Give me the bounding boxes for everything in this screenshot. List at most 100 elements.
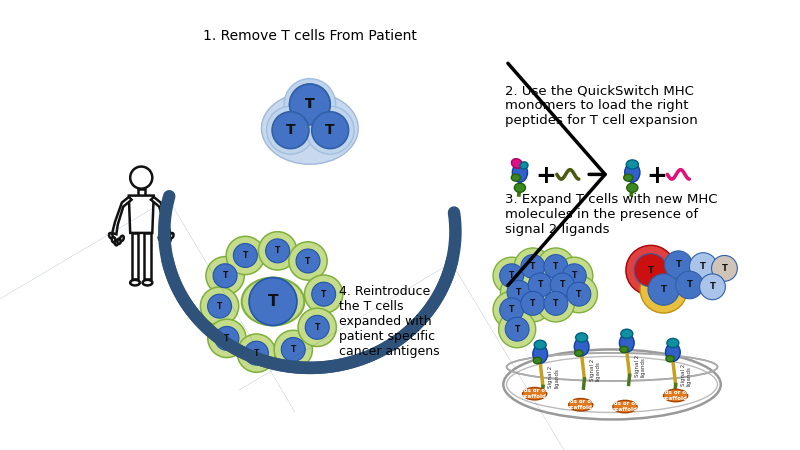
Circle shape — [521, 292, 545, 315]
Ellipse shape — [533, 345, 547, 363]
Text: T: T — [560, 280, 565, 289]
Circle shape — [296, 249, 320, 273]
Ellipse shape — [569, 399, 593, 411]
Text: T: T — [516, 288, 522, 297]
Ellipse shape — [619, 334, 634, 352]
Circle shape — [544, 255, 568, 279]
Circle shape — [567, 282, 591, 306]
Ellipse shape — [522, 387, 546, 400]
Circle shape — [266, 106, 314, 154]
Ellipse shape — [520, 162, 528, 169]
Circle shape — [521, 255, 545, 279]
Text: 2. Use the QuickSwitch MHC
monomers to load the right
peptides for T cell expans: 2. Use the QuickSwitch MHC monomers to l… — [505, 84, 698, 127]
Ellipse shape — [574, 350, 583, 356]
Circle shape — [289, 242, 327, 280]
Circle shape — [272, 112, 309, 148]
Ellipse shape — [262, 92, 358, 164]
Text: Beads or other
scaffold: Beads or other scaffold — [558, 399, 604, 410]
Text: T: T — [314, 323, 320, 332]
Text: T: T — [530, 299, 535, 308]
Ellipse shape — [158, 236, 162, 241]
Ellipse shape — [625, 163, 640, 182]
Text: T: T — [254, 349, 259, 358]
Circle shape — [282, 338, 306, 361]
Text: Signal 2
ligands: Signal 2 ligands — [549, 366, 559, 388]
Text: T: T — [268, 294, 278, 309]
Circle shape — [538, 248, 574, 285]
Circle shape — [213, 264, 237, 288]
Text: Beads or other
scaffold: Beads or other scaffold — [602, 401, 648, 412]
Text: T: T — [275, 246, 280, 255]
Ellipse shape — [624, 174, 633, 181]
Ellipse shape — [514, 183, 526, 192]
Ellipse shape — [109, 233, 113, 238]
Text: 4. Reintroduce
the T cells
expanded with
patient specific
cancer antigens: 4. Reintroduce the T cells expanded with… — [339, 285, 440, 358]
Ellipse shape — [626, 183, 638, 192]
Circle shape — [560, 275, 598, 313]
Circle shape — [284, 79, 336, 130]
Circle shape — [201, 287, 238, 325]
Ellipse shape — [167, 237, 170, 243]
Text: T: T — [305, 97, 314, 112]
Circle shape — [498, 310, 536, 348]
Circle shape — [130, 166, 152, 189]
Text: T: T — [224, 334, 230, 343]
Ellipse shape — [620, 346, 628, 353]
Text: T: T — [305, 97, 314, 112]
Text: T: T — [217, 302, 222, 310]
Circle shape — [290, 84, 330, 125]
Polygon shape — [131, 233, 138, 279]
Text: 3. Expand T cells with new MHC
molecules in the presence of
signal 2 ligands: 3. Expand T cells with new MHC molecules… — [505, 193, 718, 236]
Circle shape — [640, 266, 687, 313]
Circle shape — [544, 266, 581, 303]
Circle shape — [562, 264, 586, 288]
Text: T: T — [326, 123, 335, 137]
Circle shape — [208, 319, 246, 358]
Ellipse shape — [170, 233, 174, 238]
Circle shape — [207, 294, 231, 318]
Ellipse shape — [120, 236, 124, 241]
Circle shape — [676, 271, 703, 299]
Circle shape — [538, 285, 574, 322]
Text: T: T — [306, 256, 310, 266]
Circle shape — [690, 253, 717, 280]
Ellipse shape — [626, 160, 638, 169]
Text: T: T — [222, 271, 228, 280]
Circle shape — [249, 278, 297, 325]
Circle shape — [258, 232, 297, 270]
Ellipse shape — [162, 238, 165, 244]
Text: T: T — [648, 266, 654, 274]
Circle shape — [290, 84, 330, 125]
Circle shape — [626, 245, 676, 295]
Circle shape — [215, 326, 239, 351]
Ellipse shape — [534, 357, 542, 364]
Circle shape — [556, 257, 593, 294]
Text: Signal 2
ligands: Signal 2 ligands — [681, 364, 692, 387]
Text: Beads or other
scaffold: Beads or other scaffold — [512, 388, 558, 399]
Circle shape — [493, 291, 530, 328]
Circle shape — [665, 251, 692, 279]
Ellipse shape — [114, 240, 118, 245]
Circle shape — [501, 274, 538, 311]
Ellipse shape — [511, 174, 521, 181]
Circle shape — [274, 330, 313, 369]
Ellipse shape — [666, 356, 674, 362]
Ellipse shape — [142, 280, 152, 285]
Polygon shape — [129, 196, 154, 233]
Circle shape — [522, 266, 558, 303]
Ellipse shape — [667, 338, 679, 347]
Text: T: T — [700, 262, 706, 271]
Text: T: T — [509, 306, 514, 315]
Circle shape — [226, 236, 265, 274]
Ellipse shape — [574, 338, 589, 356]
Circle shape — [234, 243, 258, 267]
Ellipse shape — [534, 340, 546, 350]
Circle shape — [500, 298, 524, 322]
Circle shape — [634, 254, 667, 287]
Circle shape — [528, 273, 552, 297]
Circle shape — [505, 317, 529, 341]
Circle shape — [306, 106, 354, 154]
Text: T: T — [286, 123, 295, 137]
Text: T: T — [553, 299, 558, 308]
Text: T: T — [530, 262, 535, 271]
